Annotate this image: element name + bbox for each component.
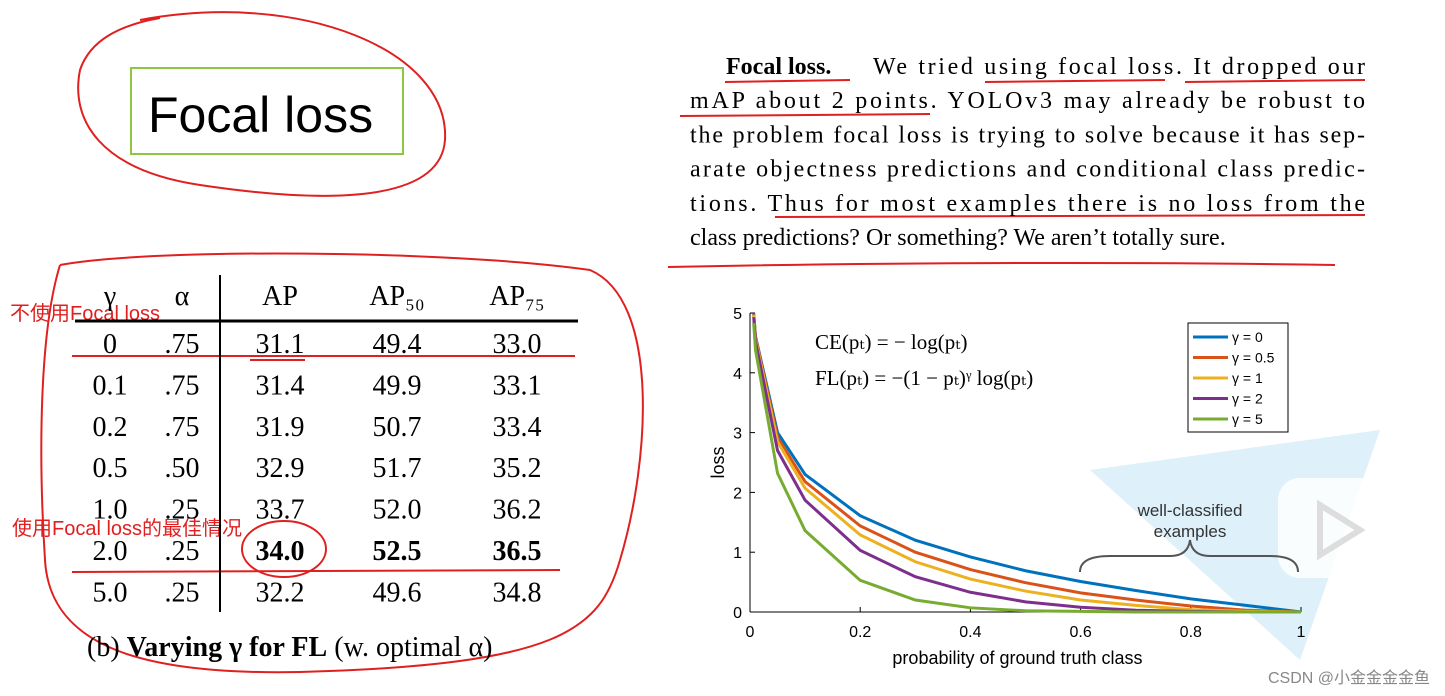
table-cell: 33.4 bbox=[493, 412, 542, 443]
table-cell: 36.5 bbox=[493, 536, 542, 567]
table-cell: 33.0 bbox=[493, 329, 542, 360]
table-cell: 36.2 bbox=[493, 495, 542, 526]
table-header: AP₇₅ bbox=[489, 281, 544, 312]
x-tick-label: 0.2 bbox=[849, 624, 871, 641]
legend-label: γ = 2 bbox=[1232, 391, 1263, 407]
legend-label: γ = 1 bbox=[1232, 370, 1263, 386]
paragraph-line: mAP about 2 points. YOLOv3 may already b… bbox=[690, 88, 1365, 114]
play-icon bbox=[1317, 499, 1366, 561]
paragraph-line: class predictions? Or something? We aren… bbox=[690, 225, 1226, 251]
caption-part: (b) bbox=[87, 632, 120, 663]
table-cell: 0 bbox=[103, 329, 117, 360]
y-tick-label: 5 bbox=[733, 306, 742, 323]
legend-label: γ = 0 bbox=[1232, 329, 1263, 345]
table-cell: 49.9 bbox=[373, 370, 422, 401]
table-cell: 34.0 bbox=[256, 536, 305, 567]
table-cell: 51.7 bbox=[373, 453, 422, 484]
table-cell: 0.5 bbox=[93, 453, 128, 484]
paragraph-line: We tried using focal loss. It dropped ou… bbox=[873, 54, 1365, 80]
y-tick-label: 4 bbox=[733, 366, 742, 383]
x-tick-label: 0 bbox=[746, 624, 755, 641]
paragraph-line: tions. Thus for most examples there is n… bbox=[690, 191, 1365, 217]
table-cell: 49.4 bbox=[373, 329, 422, 360]
equation: FL(pₜ) = −(1 − pₜ)ᵞ log(pₜ) bbox=[815, 366, 1033, 390]
x-tick-label: 1 bbox=[1297, 624, 1306, 641]
table-cell: .25 bbox=[165, 495, 200, 526]
table-cell: 5.0 bbox=[93, 577, 128, 608]
table-cell: 31.4 bbox=[256, 370, 305, 401]
table-cell: 52.5 bbox=[373, 536, 422, 567]
table-cell: 32.9 bbox=[256, 453, 305, 484]
table-cell: 49.6 bbox=[373, 577, 422, 608]
table-cell: .25 bbox=[165, 577, 200, 608]
table-cell: 1.0 bbox=[93, 495, 128, 526]
table-cell: 2.0 bbox=[93, 536, 128, 567]
table-cell: 33.1 bbox=[493, 370, 542, 401]
y-tick-label: 3 bbox=[733, 426, 742, 443]
paragraph-line: arate objectness predictions and conditi… bbox=[690, 157, 1365, 183]
table-cell: 0.2 bbox=[93, 412, 128, 443]
table-header: AP bbox=[262, 281, 298, 312]
caption-part: (w. optimal α) bbox=[334, 632, 492, 663]
table-cell: 0.1 bbox=[93, 370, 128, 401]
series-line bbox=[752, 314, 1302, 614]
red-marks bbox=[40, 11, 1366, 674]
table-cell: 31.9 bbox=[256, 412, 305, 443]
paragraph-lead: Focal loss. bbox=[726, 54, 831, 80]
table-cell: .75 bbox=[165, 370, 200, 401]
table-cell: 31.1 bbox=[256, 329, 305, 360]
legend-label: γ = 0.5 bbox=[1232, 350, 1275, 366]
x-axis-label: probability of ground truth class bbox=[892, 648, 1142, 668]
table-cell: .75 bbox=[165, 412, 200, 443]
x-tick-label: 0.4 bbox=[959, 624, 981, 641]
table-cell: 32.2 bbox=[256, 577, 305, 608]
x-tick-label: 0.8 bbox=[1180, 624, 1202, 641]
table-cell: 50.7 bbox=[373, 412, 422, 443]
annotation: 使用Focal loss的最佳情况 bbox=[12, 517, 242, 540]
annotation: 不使用Focal loss bbox=[10, 302, 160, 325]
brace bbox=[1079, 539, 1299, 573]
table-cell: .25 bbox=[165, 536, 200, 567]
equation: CE(pₜ) = − log(pₜ) bbox=[815, 330, 967, 354]
y-tick-label: 2 bbox=[733, 485, 742, 502]
table-cell: 35.2 bbox=[493, 453, 542, 484]
paragraph-line: the problem focal loss is trying to solv… bbox=[690, 122, 1365, 148]
legend-label: γ = 5 bbox=[1232, 411, 1263, 427]
video-icon bbox=[1278, 478, 1398, 578]
table-header: γ bbox=[103, 281, 116, 312]
x-tick-label: 0.6 bbox=[1069, 624, 1091, 641]
title-text: Focal loss bbox=[148, 87, 373, 143]
series-line bbox=[752, 323, 1301, 614]
y-tick-label: 0 bbox=[733, 605, 742, 622]
table-cell: 52.0 bbox=[373, 495, 422, 526]
caption-part: Varying γ for FL bbox=[127, 632, 328, 663]
watermark: CSDN @小金金金金鱼 bbox=[1268, 669, 1430, 687]
table-cell: 34.8 bbox=[493, 577, 542, 608]
chart-annotation: examples bbox=[1154, 522, 1227, 541]
title-box bbox=[130, 67, 404, 155]
y-tick-label: 1 bbox=[733, 545, 742, 562]
table-cell: .75 bbox=[165, 329, 200, 360]
chart-annotation: well-classified bbox=[1137, 501, 1243, 520]
table-header: AP₅₀ bbox=[369, 281, 424, 312]
table-cell: 33.7 bbox=[256, 495, 305, 526]
table-header: α bbox=[175, 281, 190, 312]
table-caption: (b) Varying γ for FL (w. optimal α) bbox=[87, 632, 492, 663]
table-cell: .50 bbox=[165, 453, 200, 484]
y-axis-label: loss bbox=[708, 446, 728, 478]
